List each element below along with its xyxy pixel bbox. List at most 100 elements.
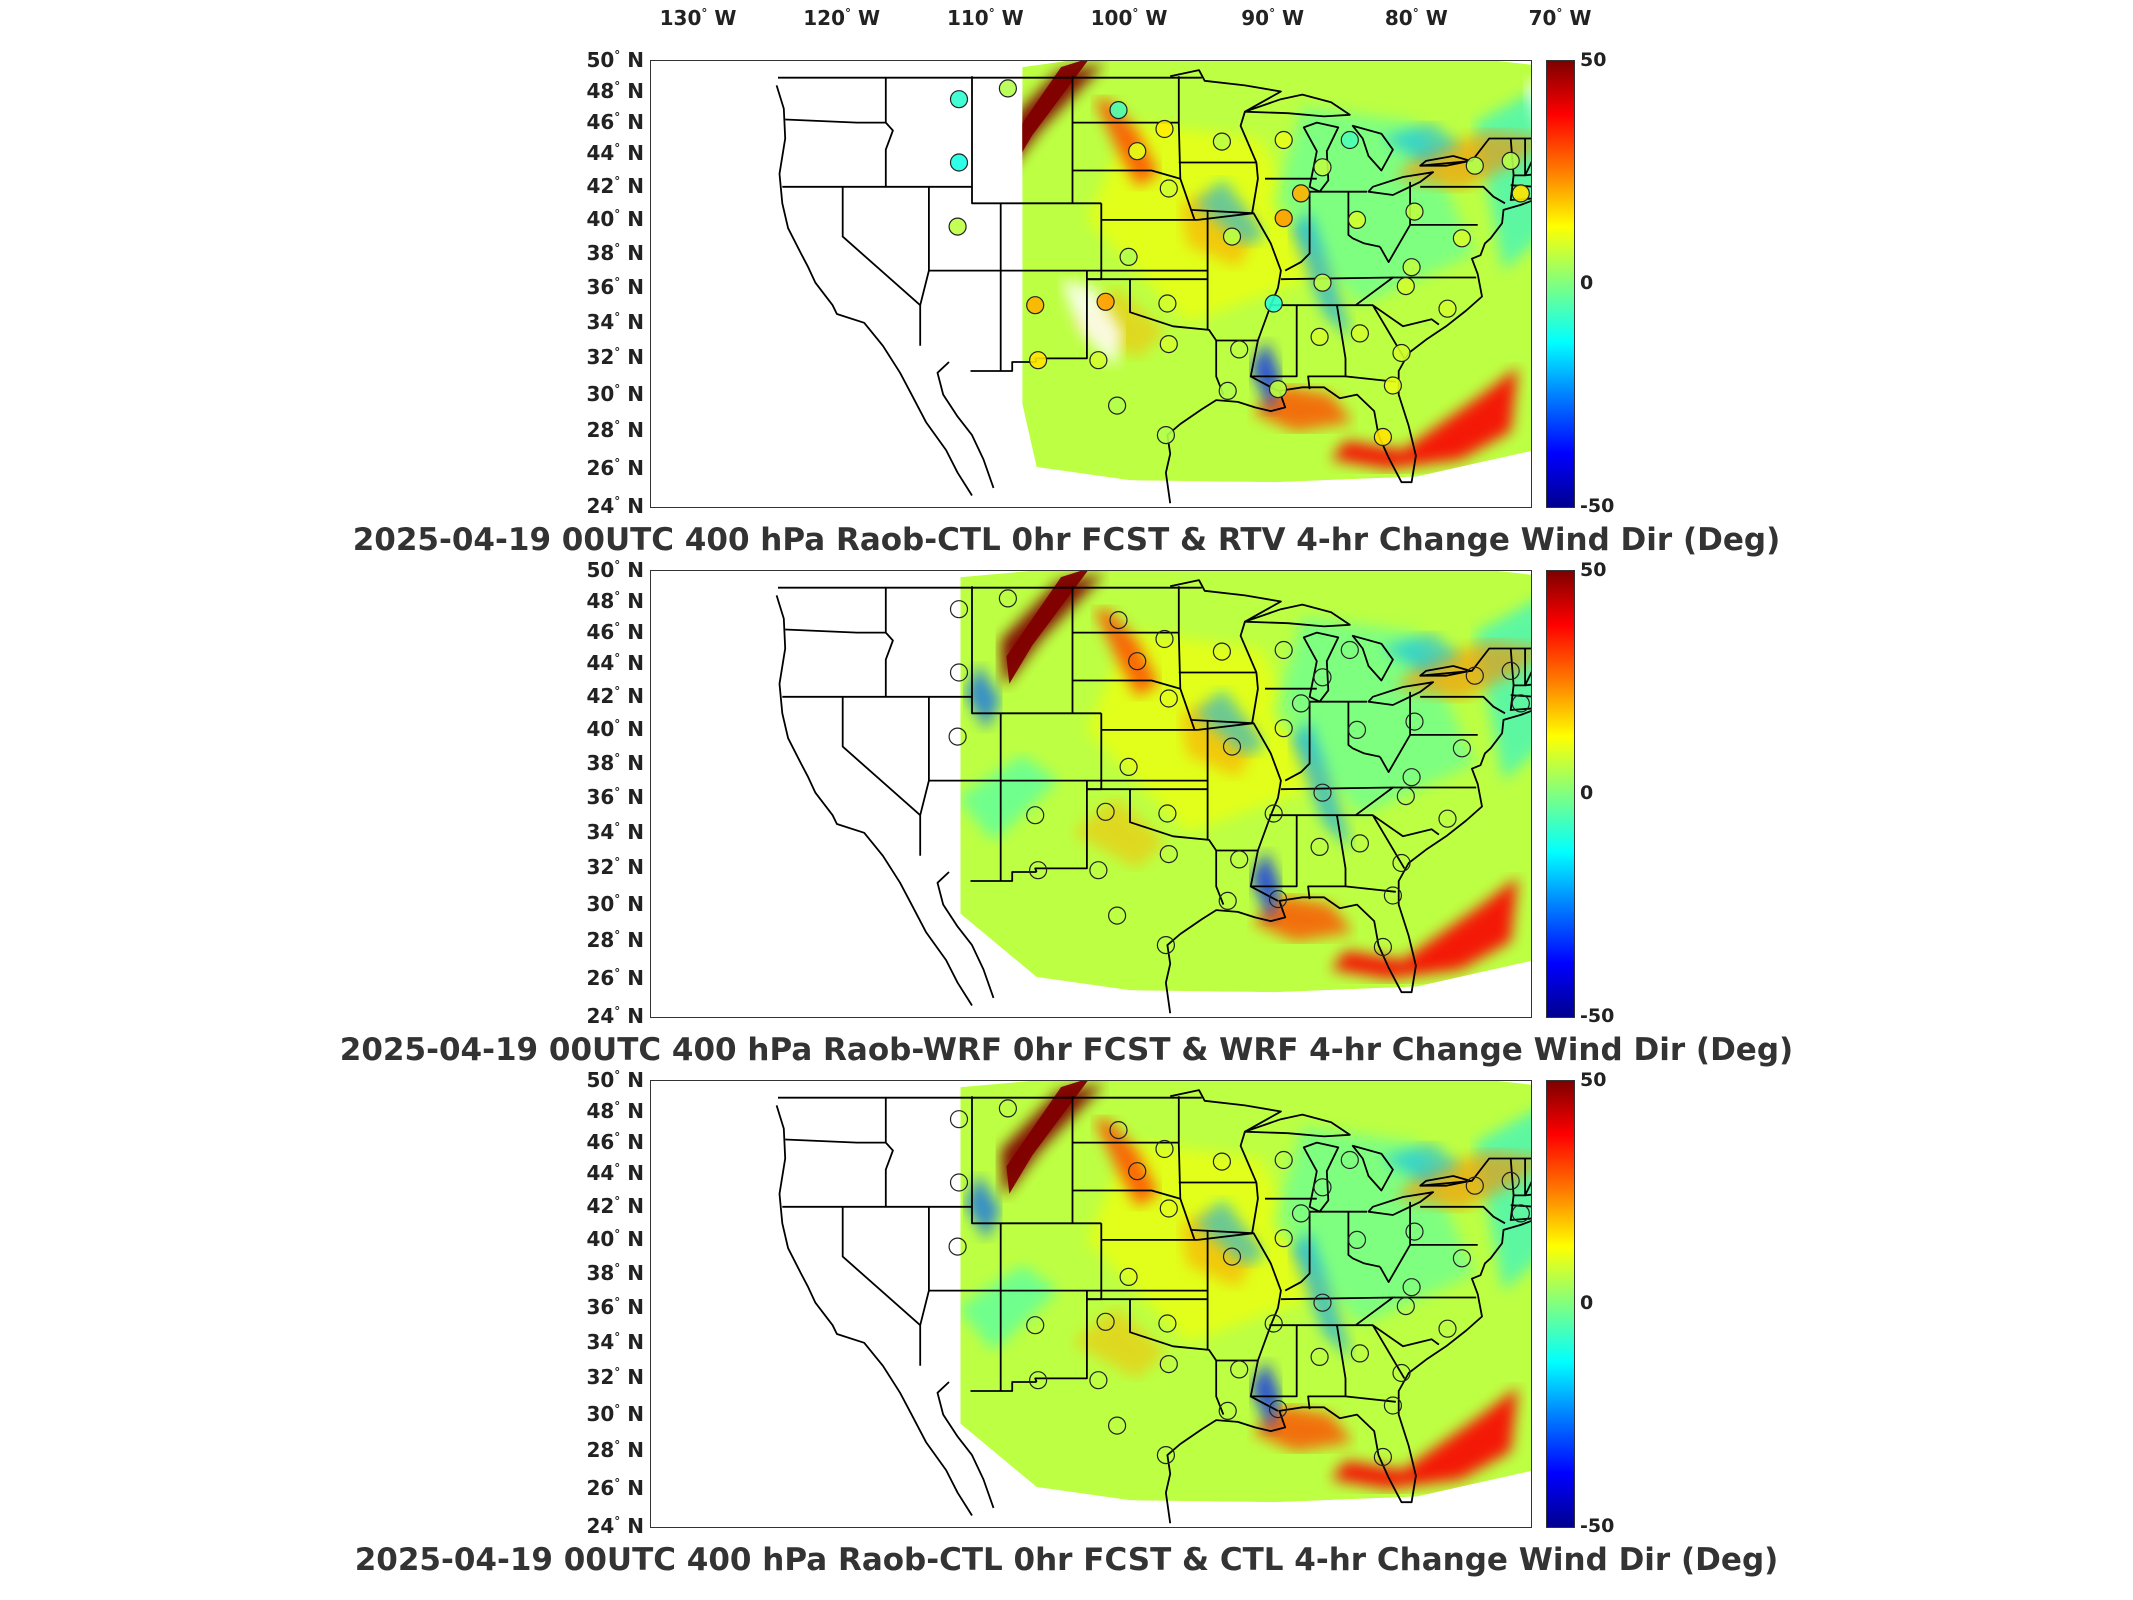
raob-station-marker (1274, 1150, 1293, 1170)
state-boundaries (775, 579, 1531, 1014)
lat-tick-label: 24° N (586, 1004, 644, 1028)
raob-station-marker (1230, 1360, 1249, 1379)
lat-tick-label: 26° N (586, 965, 644, 990)
field-anomaly (1072, 797, 1166, 869)
raob-station-marker (1511, 184, 1530, 203)
state-boundaries (775, 1089, 1531, 1524)
raob-station-marker (1218, 891, 1237, 910)
state-border (1524, 683, 1531, 687)
raob-stations (948, 79, 1530, 447)
raob-station-marker (1230, 340, 1249, 359)
raob-station-marker (1159, 1355, 1178, 1374)
state-border (1513, 138, 1526, 177)
raob-station-marker (949, 1110, 969, 1129)
missing-data-area (1061, 279, 1123, 368)
state-border (1513, 1158, 1526, 1197)
colorbar-tick-label: 50 (1580, 49, 1607, 71)
raob-station-marker (1159, 689, 1178, 708)
map-plot-area (650, 570, 1532, 1018)
raob-station-marker (949, 90, 969, 109)
raob-station-marker (1158, 294, 1177, 313)
state-border (1280, 1296, 1393, 1301)
raob-station-marker (1222, 737, 1242, 756)
state-border (1250, 305, 1298, 378)
raob-station-marker (1159, 335, 1178, 354)
great-lake (1244, 603, 1351, 628)
raob-station-marker (1438, 1319, 1457, 1338)
raob-station-marker (1313, 783, 1332, 802)
raob-station-marker (948, 1237, 967, 1256)
raob-station-marker (1383, 886, 1403, 905)
lon-tick-label: 90° W (1241, 6, 1305, 30)
raob-station-marker (1350, 324, 1370, 343)
state-border (1355, 1324, 1440, 1348)
lat-tick-label: 32° N (586, 855, 644, 880)
great-lake (1419, 1175, 1472, 1187)
raob-station-marker (1156, 426, 1176, 445)
raob-station-marker (1405, 712, 1424, 731)
atlantic-gulf-coastline (1165, 710, 1531, 1014)
field-anomaly (1381, 122, 1461, 163)
raob-station-marker (1109, 610, 1128, 630)
raob-station-marker (1159, 179, 1178, 198)
great-lake (1351, 124, 1394, 172)
field-anomaly (1094, 1119, 1159, 1207)
panel-title: 2025-04-19 00UTC 400 hPa Raob-WRF 0hr FC… (339, 1032, 1794, 1068)
lat-tick-label: 42° N (586, 683, 644, 708)
great-lake (1367, 1191, 1434, 1216)
state-border (785, 1138, 886, 1144)
raob-station-marker (1310, 1347, 1329, 1366)
wind-field (1022, 61, 1531, 483)
state-border (971, 76, 1102, 205)
state-border (1129, 789, 1225, 905)
colorbar-tick-label: 50 (1580, 1069, 1607, 1091)
raob-station-marker (1501, 1171, 1520, 1191)
state-border (1409, 1201, 1478, 1246)
state-border (1420, 185, 1506, 205)
raob-station-marker (1109, 1120, 1128, 1140)
raob-station-marker (949, 663, 969, 682)
lat-tick-label: 36° N (586, 784, 644, 809)
raob-station-marker (1347, 210, 1367, 229)
colorbar-tick-label: -50 (1580, 495, 1615, 517)
gulf-of-california (936, 871, 995, 999)
raob-station-marker (1350, 1344, 1370, 1363)
state-border (919, 186, 930, 346)
raob-station-marker (998, 79, 1017, 98)
state-border (1129, 279, 1225, 395)
state-border (1190, 672, 1259, 725)
state-border (1086, 278, 1209, 330)
raob-station-marker (1347, 1230, 1367, 1249)
lat-tick-label: 32° N (586, 345, 644, 370)
field-anomaly (1331, 367, 1518, 469)
state-border (1250, 1325, 1298, 1398)
raob-station-marker (1438, 809, 1457, 828)
field-anomaly (1331, 1387, 1518, 1489)
pacific-coastline (775, 1105, 973, 1516)
raob-station-marker (1396, 787, 1415, 806)
colorbar (1546, 1080, 1575, 1528)
raob-station-marker (948, 727, 967, 746)
raob-station-marker (1310, 837, 1329, 856)
state-border (1072, 679, 1181, 690)
atlantic-gulf-coastline (1165, 200, 1531, 504)
jet-core (1006, 571, 1090, 684)
raob-station-marker (1274, 719, 1293, 738)
map-plot-area (650, 60, 1532, 508)
lat-tick-label: 28° N (586, 928, 644, 953)
state-border (1190, 162, 1259, 215)
raob-station-marker (1108, 906, 1127, 925)
raob-station-marker (1156, 1446, 1176, 1465)
lat-tick-label: 32° N (586, 1365, 644, 1390)
lat-tick-label: 34° N (586, 309, 644, 334)
raob-station-marker (1026, 1316, 1045, 1335)
lat-tick-label: 40° N (586, 206, 644, 231)
raob-station-marker (1119, 1267, 1138, 1286)
lat-tick-label: 36° N (586, 274, 644, 299)
state-border (1197, 722, 1282, 902)
raob-station-marker (1402, 1278, 1421, 1297)
raob-station-marker (1096, 1312, 1115, 1331)
state-border (1086, 1298, 1209, 1350)
great-lake (1244, 93, 1351, 118)
state-border (1409, 181, 1478, 226)
